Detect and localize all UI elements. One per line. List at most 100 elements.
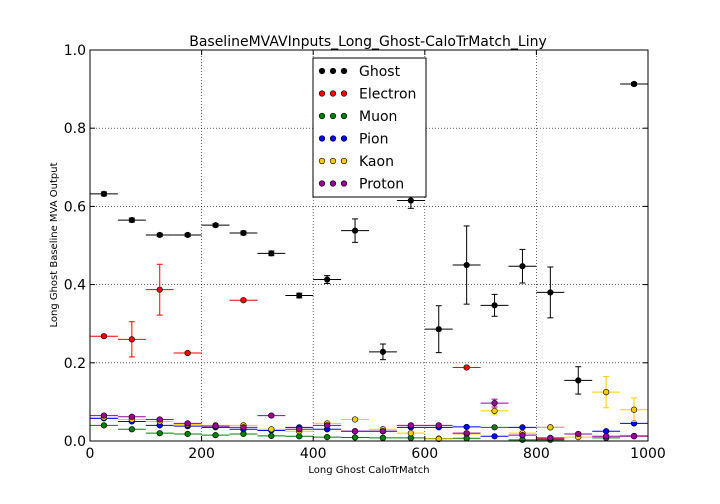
y-tick-label: 0.6 <box>64 199 86 215</box>
data-point <box>268 250 275 257</box>
plot-area-frame <box>89 49 649 442</box>
legend-label: Pion <box>359 132 388 148</box>
data-point <box>435 326 442 333</box>
y-tick-label: 1.0 <box>64 43 86 59</box>
data-point <box>296 433 303 440</box>
data-point <box>184 430 191 438</box>
data-point <box>240 229 247 237</box>
data-point <box>156 286 163 293</box>
legend-label: Ghost <box>359 64 401 80</box>
legend-marker <box>340 90 348 97</box>
data-point <box>407 197 414 204</box>
data-point <box>128 336 135 343</box>
data-point <box>407 430 414 437</box>
data-point <box>603 433 610 440</box>
x-tick-label: 200 <box>188 446 215 462</box>
legend-marker <box>329 180 337 187</box>
data-point <box>351 227 359 234</box>
x-tick-label: 600 <box>411 446 438 462</box>
data-point <box>351 416 359 423</box>
data-point <box>324 422 331 429</box>
legend-label: Electron <box>359 87 416 103</box>
data-point <box>351 434 359 441</box>
data-point <box>268 412 275 419</box>
legend-marker <box>340 157 348 165</box>
data-point <box>128 413 135 420</box>
legend-marker <box>318 67 326 75</box>
data-point <box>324 433 331 441</box>
data-point <box>463 423 470 431</box>
legend: Ghost Electron Muon Pion Kaon Proton <box>312 57 427 198</box>
legend-box <box>312 57 427 198</box>
legend-marker <box>318 135 326 142</box>
legend-item-ghost: Ghost <box>318 64 401 80</box>
data-point <box>435 422 442 429</box>
data-point <box>268 426 275 433</box>
y-tick-label: 0.2 <box>64 356 86 372</box>
data-point <box>547 434 554 441</box>
legend-label: Kaon <box>359 154 394 170</box>
data-point <box>212 423 219 430</box>
y-tick-label: 0.8 <box>64 121 86 137</box>
data-point <box>296 292 303 299</box>
data-point <box>547 424 554 431</box>
x-axis-label: Long Ghost CaloTrMatch <box>308 465 429 476</box>
legend-marker <box>340 67 348 75</box>
data-point <box>184 420 191 427</box>
data-point <box>156 430 163 437</box>
legend-marker <box>318 112 326 120</box>
data-point <box>407 422 414 429</box>
grid-lines <box>90 50 648 441</box>
data-point <box>603 389 610 396</box>
data-point <box>630 80 638 88</box>
data-series <box>90 80 648 443</box>
data-point <box>491 407 498 414</box>
data-point <box>212 222 219 229</box>
y-tick-label: 0.0 <box>64 434 86 450</box>
data-point <box>630 406 638 413</box>
legend-item-electron: Electron <box>318 87 416 103</box>
legend-marker <box>318 157 326 165</box>
legend-item-proton: Proton <box>318 177 404 193</box>
y-tick-label: 0.4 <box>64 278 86 294</box>
data-point <box>519 432 526 439</box>
data-point <box>128 426 135 433</box>
data-point <box>240 424 247 431</box>
data-point <box>240 297 247 304</box>
data-point <box>519 424 526 431</box>
legend-marker <box>340 180 348 187</box>
data-point <box>351 428 359 435</box>
legend-label: Proton <box>359 177 404 193</box>
legend-item-pion: Pion <box>318 132 388 148</box>
series-proton <box>90 398 648 441</box>
legend-marker <box>329 67 337 75</box>
data-point <box>491 424 498 431</box>
legend-marker <box>329 90 337 97</box>
legend-item-muon: Muon <box>318 109 397 125</box>
legend-label: Muon <box>359 109 397 125</box>
legend-marker <box>340 135 348 142</box>
data-point <box>435 435 442 443</box>
data-point <box>296 426 303 433</box>
data-point <box>491 399 498 407</box>
data-point <box>184 231 191 239</box>
data-point <box>379 434 387 441</box>
data-point <box>379 348 387 355</box>
data-point <box>379 428 387 435</box>
data-point <box>575 377 582 384</box>
data-point <box>491 302 498 309</box>
data-point <box>463 364 470 371</box>
data-point <box>630 433 638 440</box>
data-point <box>100 333 108 340</box>
x-tick-label: 1000 <box>630 446 666 462</box>
legend-item-kaon: Kaon <box>318 154 394 170</box>
x-tick-label: 800 <box>523 446 550 462</box>
legend-marker <box>318 180 326 187</box>
data-point <box>156 231 163 239</box>
legend-marker <box>329 135 337 142</box>
data-point <box>463 261 470 269</box>
data-point <box>100 412 108 419</box>
legend-marker <box>318 90 326 97</box>
data-point <box>519 263 526 270</box>
